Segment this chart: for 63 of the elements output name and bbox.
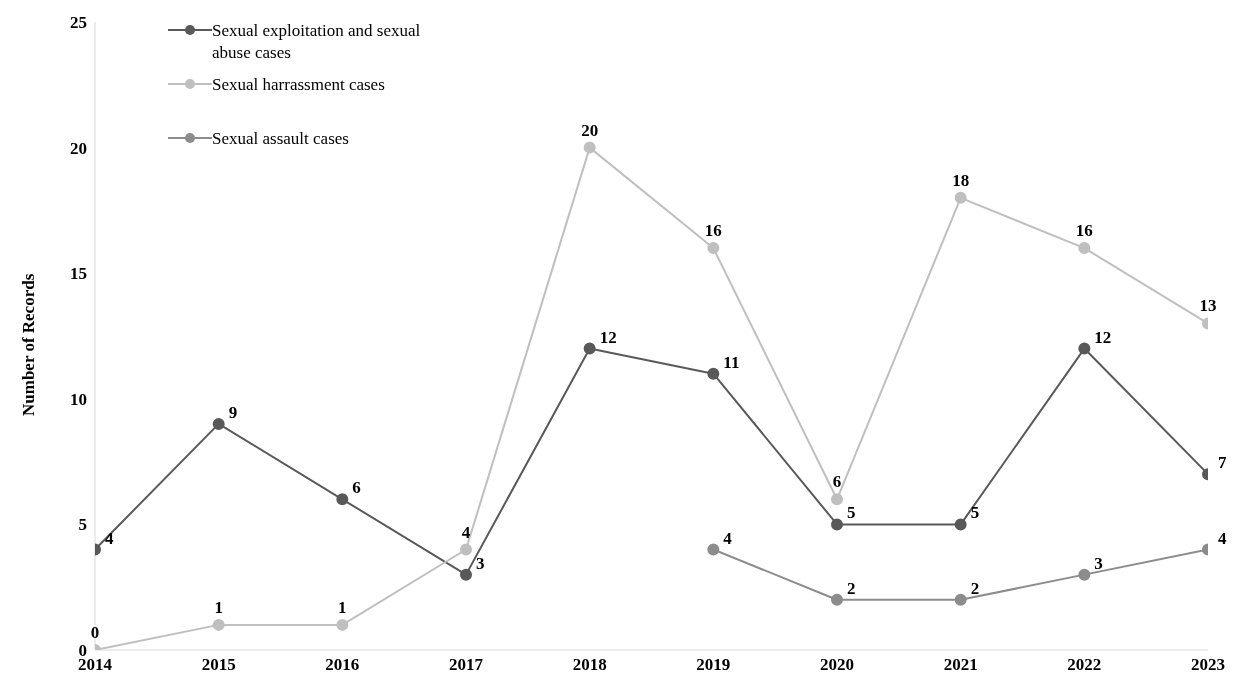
legend-label: Sexual harrassment cases: [212, 74, 386, 96]
point: [707, 367, 720, 380]
data-label: 12: [1094, 327, 1112, 347]
point: [831, 593, 843, 606]
data-label: 4: [723, 528, 733, 548]
data-label: 16: [1075, 221, 1093, 241]
point: [336, 493, 349, 506]
data-label: 5: [847, 503, 856, 523]
data-label: 2: [847, 578, 856, 598]
point: [460, 568, 472, 581]
point: [1078, 568, 1091, 581]
point: [1078, 342, 1091, 355]
y-tick-label: 5: [78, 515, 87, 535]
data-label: 2: [970, 578, 980, 598]
point: [707, 543, 720, 556]
data-label: 16: [704, 221, 722, 241]
point: [212, 417, 225, 430]
data-label: 3: [476, 553, 485, 573]
y-tick-label: 15: [70, 264, 87, 284]
y-axis-title: Number of Records: [19, 273, 39, 416]
x-tick-label: 2014: [78, 655, 113, 675]
x-tick-label: 2018: [572, 655, 607, 675]
x-tick-label: 2020: [820, 655, 854, 675]
data-label: 4: [461, 522, 471, 542]
data-label: 9: [228, 402, 238, 422]
point: [583, 141, 596, 154]
y-tick-label: 20: [70, 138, 87, 158]
data-label: 5: [970, 503, 980, 523]
data-label: 13: [1199, 296, 1217, 316]
point: [212, 618, 225, 631]
data-label: 18: [952, 170, 970, 190]
x-tick-label: 2015: [201, 655, 236, 675]
legend-label: Sexual assault cases: [212, 128, 350, 150]
point: [336, 618, 349, 631]
data-label: 11: [723, 352, 740, 372]
point: [954, 518, 967, 531]
y-tick-label: 10: [70, 389, 87, 409]
point: [831, 493, 843, 506]
data-label: 3: [1094, 553, 1103, 573]
x-tick-label: 2023: [1191, 655, 1225, 675]
data-label: 12: [599, 327, 617, 347]
point: [831, 518, 843, 531]
x-tick-label: 2016: [325, 655, 360, 675]
point: [954, 593, 967, 606]
x-tick-label: 2021: [943, 655, 978, 675]
x-tick-label: 2022: [1067, 655, 1102, 675]
point: [954, 191, 967, 204]
point: [583, 342, 596, 355]
legend-label: Sexual exploitation and sexual abuse cases: [212, 20, 422, 64]
x-tick-label: 2019: [696, 655, 731, 675]
data-label: 1: [338, 597, 347, 617]
point: [460, 543, 472, 556]
y-tick-label: 25: [70, 13, 87, 33]
data-label: 1: [214, 597, 223, 617]
data-label: 4: [1218, 528, 1227, 548]
data-label: 6: [352, 478, 361, 498]
data-label: 7: [1218, 453, 1227, 473]
data-label: 6: [832, 472, 842, 492]
x-tick-label: 2017: [449, 655, 484, 675]
point: [1078, 242, 1091, 255]
data-label: 20: [581, 120, 599, 140]
data-label: 0: [90, 623, 100, 642]
point: [707, 242, 720, 255]
